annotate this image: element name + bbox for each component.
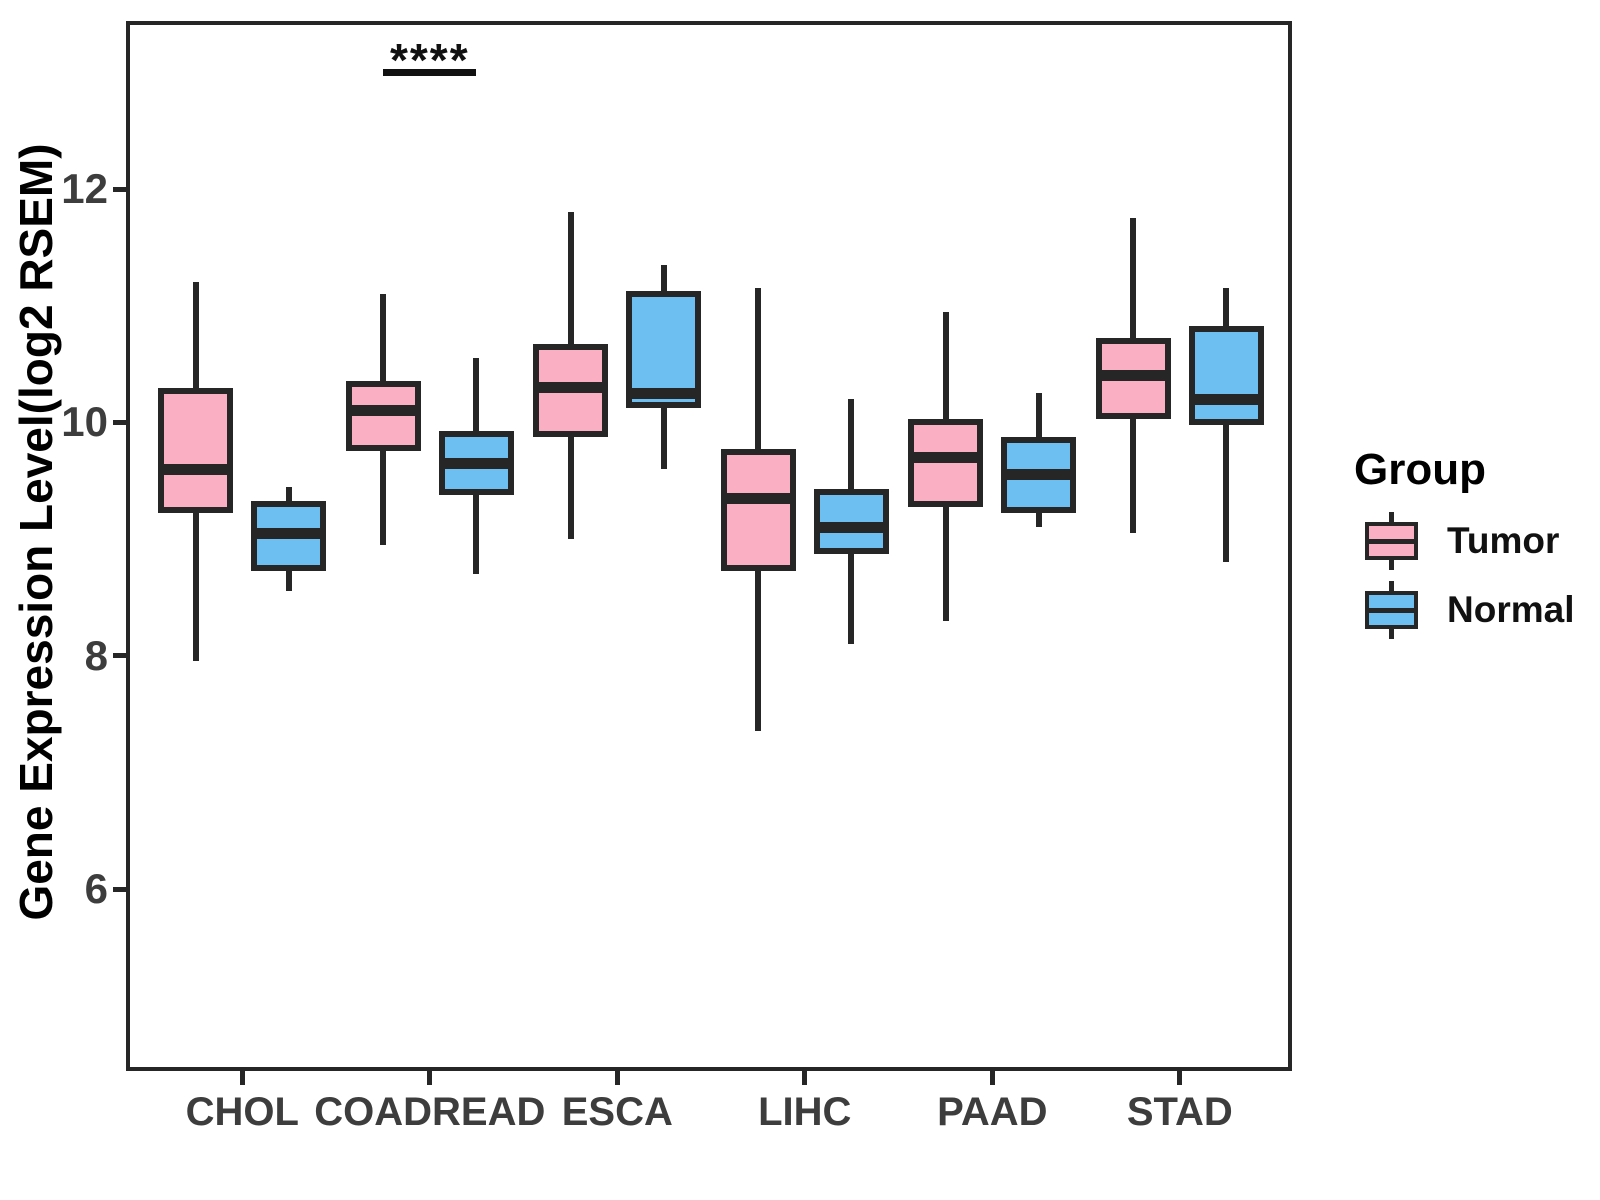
x-tick-label: COADREAD <box>314 1090 546 1134</box>
median-line <box>911 451 981 463</box>
lower-whisker <box>1223 422 1230 563</box>
y-tick-mark <box>113 186 127 192</box>
legend-glyph-median <box>1369 607 1414 613</box>
x-tick-label: LIHC <box>758 1090 852 1134</box>
median-line <box>536 381 606 393</box>
median-line <box>1004 469 1074 481</box>
x-tick-mark <box>802 1071 808 1085</box>
lower-whisker <box>567 434 574 539</box>
box <box>908 419 984 507</box>
lower-whisker <box>192 509 199 662</box>
lower-whisker <box>942 504 949 621</box>
median-line <box>1098 370 1168 382</box>
median-line <box>348 405 418 417</box>
lower-whisker <box>848 550 855 644</box>
x-tick-label: ESCA <box>561 1090 673 1134</box>
significance-stars: **** <box>389 33 470 86</box>
significance-bracket <box>383 68 477 76</box>
y-tick-mark <box>113 419 127 425</box>
median-line <box>1191 393 1261 405</box>
y-tick-label: 10 <box>61 398 108 446</box>
upper-whisker <box>380 294 387 384</box>
y-tick-label: 8 <box>84 631 108 679</box>
legend-label-normal: Normal <box>1447 589 1575 630</box>
legend-glyph-median <box>1369 538 1414 544</box>
box <box>158 387 234 513</box>
lower-whisker <box>473 492 480 574</box>
lower-whisker <box>380 448 387 545</box>
lower-whisker <box>660 404 667 469</box>
upper-whisker <box>660 264 667 294</box>
x-tick-mark <box>614 1071 620 1085</box>
upper-whisker <box>1130 218 1137 341</box>
median-line <box>629 387 699 399</box>
upper-whisker <box>473 358 480 434</box>
upper-whisker <box>1035 393 1042 440</box>
y-tick-mark <box>113 653 127 659</box>
lower-whisker <box>755 568 762 732</box>
x-tick-label: STAD <box>1126 1090 1233 1134</box>
box <box>1188 326 1264 426</box>
upper-whisker <box>567 212 574 347</box>
x-tick-mark <box>239 1071 245 1085</box>
x-tick-mark <box>427 1071 433 1085</box>
y-tick-label: 6 <box>84 865 108 912</box>
upper-whisker <box>942 311 949 423</box>
lower-whisker <box>1035 509 1042 528</box>
upper-whisker <box>1223 288 1230 329</box>
median-line <box>254 527 324 539</box>
x-tick-label: PAAD <box>937 1090 1048 1134</box>
lower-whisker <box>285 568 292 592</box>
upper-whisker <box>192 282 199 391</box>
upper-whisker <box>755 288 762 452</box>
upper-whisker <box>848 399 855 493</box>
x-tick-label: CHOL <box>185 1090 299 1134</box>
box <box>720 448 796 572</box>
median-line <box>161 463 231 475</box>
median-line <box>816 521 886 533</box>
lower-whisker <box>1130 416 1137 534</box>
upper-whisker <box>285 486 292 504</box>
legend-title: Group <box>1354 445 1486 494</box>
legend-label-tumor: Tumor <box>1447 520 1560 561</box>
median-line <box>723 492 793 504</box>
x-tick-mark <box>1177 1071 1183 1085</box>
median-line <box>441 457 511 469</box>
y-tick-mark <box>113 886 127 892</box>
y-axis-title: Gene Expression Level(log2 RSEM) <box>10 143 62 921</box>
x-tick-mark <box>989 1071 995 1085</box>
y-tick-label: 12 <box>61 165 108 212</box>
box <box>813 489 889 554</box>
